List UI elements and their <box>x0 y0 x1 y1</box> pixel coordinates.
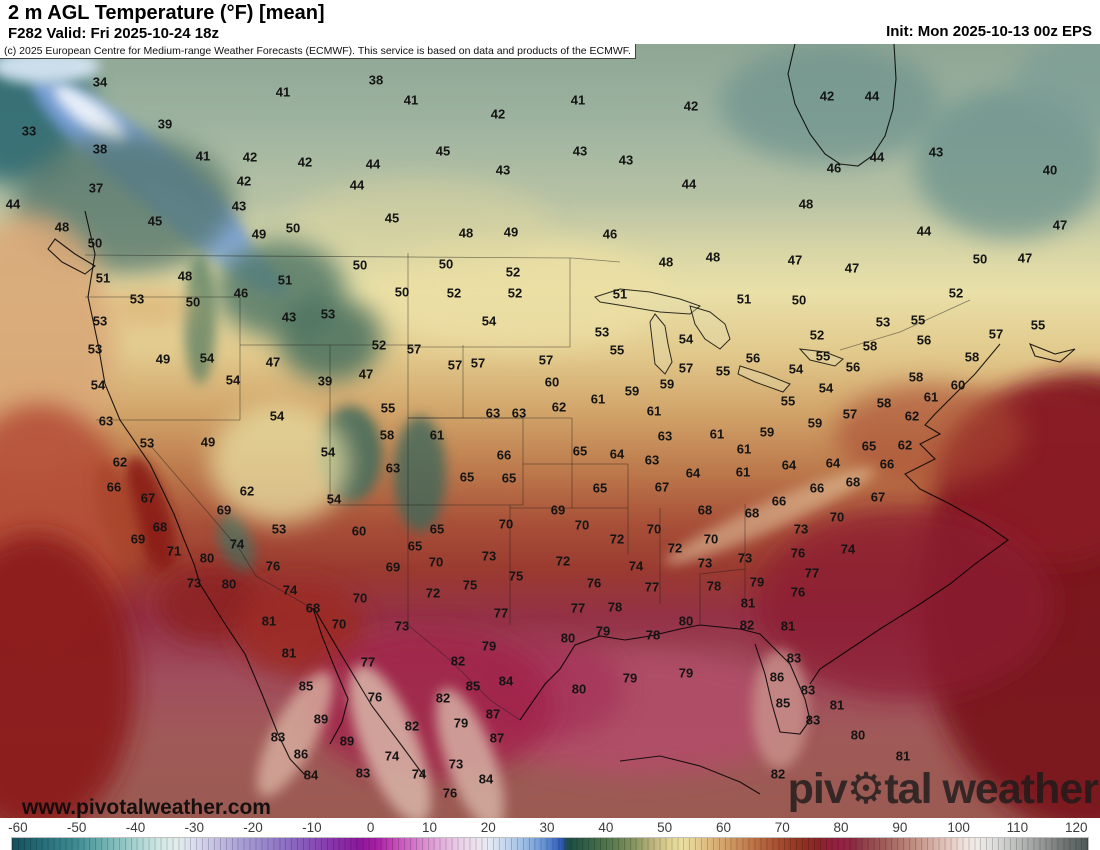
init-time-label: Init: Mon 2025-10-13 00z EPS <box>886 23 1092 40</box>
page-title: 2 m AGL Temperature (°F) [mean] <box>8 2 325 24</box>
copyright-bar: (c) 2025 European Centre for Medium-rang… <box>0 44 636 59</box>
colorbar-tick: 40 <box>598 820 614 835</box>
colorbar-tick: 0 <box>366 820 375 835</box>
map-canvas <box>0 44 1100 818</box>
watermark-url: www.pivotalweather.com <box>22 796 271 819</box>
watermark-brand: piv⚙tal weather <box>787 764 1099 814</box>
colorbar: -60 -50 -40 -30 -20 -10 0 10 20 30 40 50 60 70 80 90 100… <box>0 818 1100 850</box>
colorbar-tick: 20 <box>480 820 496 835</box>
gear-icon: ⚙ <box>846 765 886 813</box>
colorbar-tick: 30 <box>539 820 555 835</box>
header-bar: 2 m AGL Temperature (°F) [mean] F282 Val… <box>0 0 1100 44</box>
colorbar-tick: 90 <box>892 820 908 835</box>
colorbar-tick: 50 <box>657 820 673 835</box>
colorbar-tick: 120 <box>1064 820 1088 835</box>
coastlines <box>47 44 1076 795</box>
brand-text-right: tal weather <box>884 765 1099 813</box>
colorbar-tick: 80 <box>833 820 849 835</box>
great-lakes <box>594 288 844 393</box>
colorbar-tick: 60 <box>715 820 731 835</box>
colorbar-tick: 70 <box>774 820 790 835</box>
state-borders <box>84 253 971 721</box>
colorbar-cell-lines <box>12 838 1088 850</box>
valid-time-label: F282 Valid: Fri 2025-10-24 18z <box>8 25 219 42</box>
brand-text-left: piv <box>787 765 848 813</box>
colorbar-tick: 110 <box>1006 820 1029 835</box>
mountain-blobs <box>184 241 446 575</box>
colorbar-tick: 100 <box>947 820 970 835</box>
colorbar-tick: -50 <box>66 820 87 835</box>
colorbar-gradient <box>11 837 1089 850</box>
warm-west-blobs <box>0 214 365 818</box>
colorbar-tick: -60 <box>8 820 28 835</box>
colorbar-tick: -10 <box>302 820 322 835</box>
warm-south-blobs <box>256 374 1100 818</box>
colorbar-tick: -20 <box>243 820 263 835</box>
colorbar-tick: 10 <box>421 820 437 835</box>
temperature-field <box>0 44 1100 818</box>
colorbar-tick: -40 <box>125 820 146 835</box>
colorbar-tick: -30 <box>184 820 205 835</box>
colorbar-tick-labels: -60 -50 -40 -30 -20 -10 0 10 20 30 40 50 60 70 80 90 100… <box>0 820 1100 836</box>
